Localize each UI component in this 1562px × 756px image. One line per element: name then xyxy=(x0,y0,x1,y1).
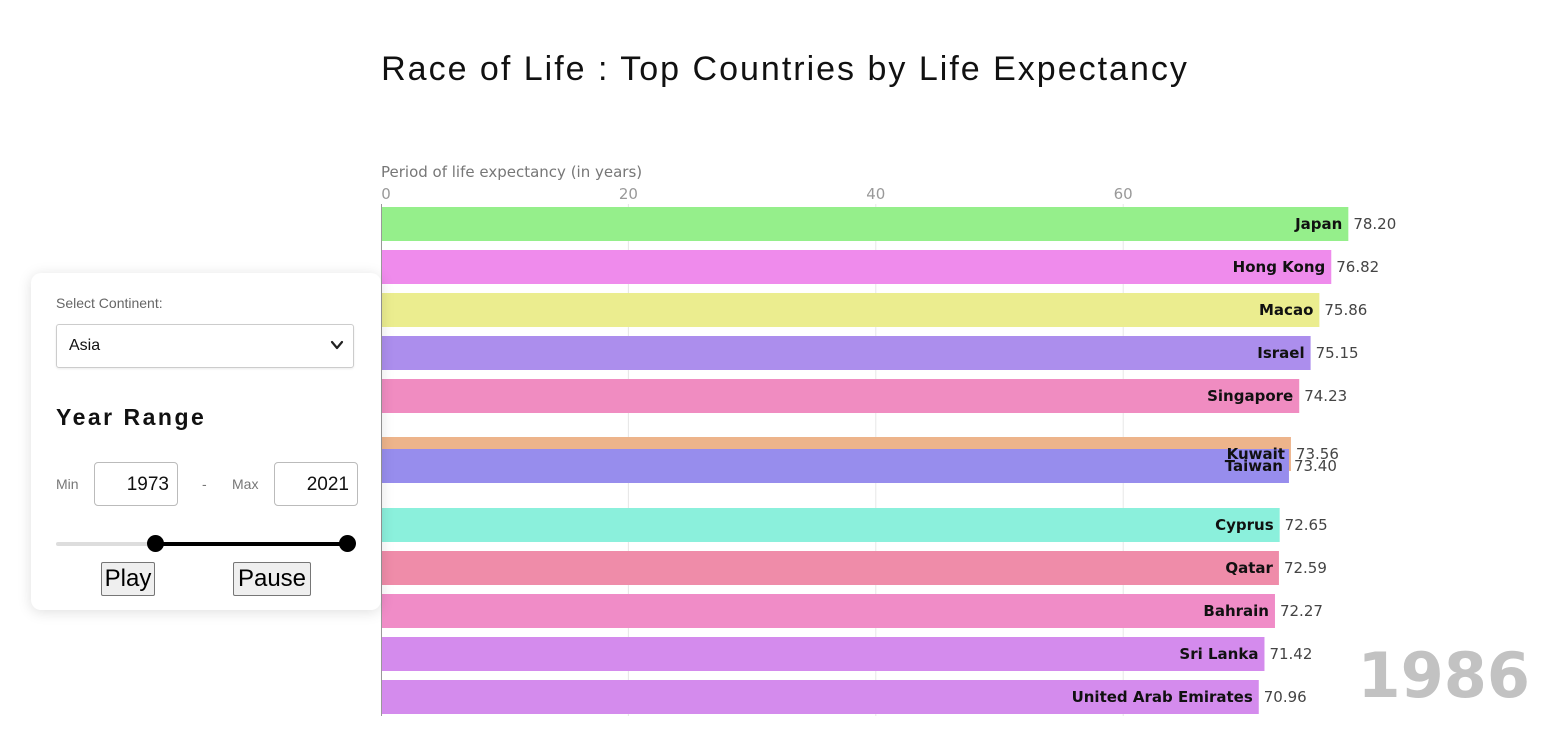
min-range-handle[interactable] xyxy=(147,535,164,552)
chevron-down-icon xyxy=(330,340,344,350)
bar xyxy=(381,207,1349,241)
bar-value-label: 72.65 xyxy=(1285,516,1328,534)
x-tick-label: 40 xyxy=(866,185,885,203)
x-tick-label: 20 xyxy=(619,185,638,203)
bar-value-label: 78.20 xyxy=(1353,215,1396,233)
bar-label: Singapore xyxy=(1207,387,1293,405)
min-year-input[interactable]: 1973 xyxy=(94,462,178,506)
bar-label: Hong Kong xyxy=(1233,258,1326,276)
bar-label: Taiwan xyxy=(1225,457,1283,475)
x-axis-title: Period of life expectancy (in years) xyxy=(381,163,642,181)
bar-value-label: 73.40 xyxy=(1294,457,1337,475)
bar-value-label: 72.27 xyxy=(1280,602,1323,620)
max-range-handle[interactable] xyxy=(339,535,356,552)
bar-label: Cyprus xyxy=(1215,516,1274,534)
bar xyxy=(381,551,1279,585)
bar-value-label: 72.59 xyxy=(1284,559,1327,577)
bar xyxy=(381,680,1259,714)
bar xyxy=(381,508,1280,542)
bar xyxy=(381,336,1311,370)
bar-value-label: 73.56 xyxy=(1296,445,1339,463)
year-watermark: 1986 xyxy=(1357,639,1530,712)
bar-label: Sri Lanka xyxy=(1179,645,1258,663)
max-year-input[interactable]: 2021 xyxy=(274,462,358,506)
x-tick-label: 0 xyxy=(381,185,391,203)
bar xyxy=(381,379,1300,413)
max-label: Max xyxy=(232,476,259,492)
continent-label: Select Continent: xyxy=(56,295,163,311)
control-panel: Select Continent: Asia Year Range Min 19… xyxy=(31,273,381,610)
bar-value-label: 75.15 xyxy=(1316,344,1359,362)
bar-label: Macao xyxy=(1259,301,1313,319)
bar xyxy=(381,637,1265,671)
year-range-heading: Year Range xyxy=(56,404,207,430)
min-label: Min xyxy=(56,476,79,492)
bar xyxy=(381,594,1275,628)
continent-select[interactable]: Asia xyxy=(56,324,354,368)
bar-value-label: 75.86 xyxy=(1324,301,1367,319)
bar-value-label: 76.82 xyxy=(1336,258,1379,276)
x-tick-label: 60 xyxy=(1114,185,1133,203)
bar xyxy=(381,293,1320,327)
bar-value-label: 70.96 xyxy=(1264,688,1307,706)
bar-label: Bahrain xyxy=(1203,602,1269,620)
play-button[interactable]: Play xyxy=(101,562,155,596)
bar xyxy=(381,250,1332,284)
bar-label: Israel xyxy=(1257,344,1304,362)
bar-label: Japan xyxy=(1294,215,1342,233)
bar-label: United Arab Emirates xyxy=(1072,688,1253,706)
bar xyxy=(381,449,1289,483)
bar-value-label: 74.23 xyxy=(1304,387,1347,405)
range-separator: - xyxy=(202,476,207,492)
bar-label: Qatar xyxy=(1225,559,1273,577)
pause-button[interactable]: Pause xyxy=(233,562,311,596)
page-title: Race of Life : Top Countries by Life Exp… xyxy=(381,50,1189,88)
continent-select-value: Asia xyxy=(69,337,101,354)
bar-label: Kuwait xyxy=(1227,445,1285,463)
year-range-fill xyxy=(155,542,347,546)
bar-value-label: 71.42 xyxy=(1269,645,1312,663)
